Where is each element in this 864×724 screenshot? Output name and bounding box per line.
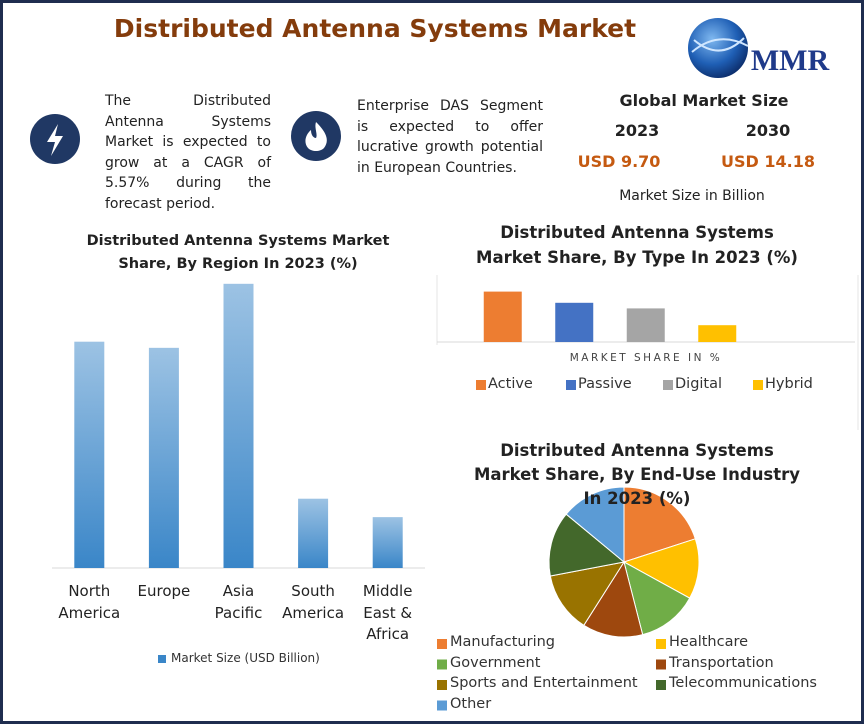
icon-flame <box>291 111 341 161</box>
x-tick-label: Middle East & Africa <box>362 582 413 643</box>
title: Distributed Antenna Systems Market <box>113 14 637 43</box>
bar <box>298 498 329 568</box>
x-tick-label: Europe <box>137 582 191 600</box>
x-tick-label: South America <box>282 582 345 622</box>
market-value: USD 14.18 <box>721 152 815 171</box>
chart-title: Distributed Antenna Systems Market Share… <box>476 223 798 267</box>
bar <box>626 308 665 342</box>
year: 2023 <box>614 121 660 140</box>
pie-slice <box>622 538 700 599</box>
highlight: The Distributed Antenna Systems Market i… <box>105 93 271 212</box>
chart-title: Distributed Antenna Systems Market Share… <box>473 441 801 508</box>
legend-swatch <box>656 659 666 670</box>
legend-label: Telecommunications <box>669 675 817 691</box>
bar <box>372 517 403 568</box>
market-size-title: Global Market Size <box>619 91 789 110</box>
x-tick-label: Asia Pacific <box>214 582 263 622</box>
pie-slice <box>565 486 625 564</box>
year: 2030 <box>745 121 791 140</box>
legend-label: Healthcare <box>669 634 749 650</box>
x-tick-label: North America <box>58 582 121 622</box>
bar <box>74 341 105 568</box>
logo-globe <box>688 18 748 78</box>
legend-swatch <box>753 380 763 390</box>
legend-label: Active <box>488 376 533 392</box>
legend-label: Government <box>450 654 541 671</box>
legend-swatch <box>437 639 447 649</box>
bar <box>698 325 737 342</box>
legend-swatch <box>566 380 576 390</box>
legend-swatch <box>158 655 166 663</box>
chart-title: Distributed Antenna Systems Market Share… <box>86 233 390 272</box>
pie-slice <box>623 486 696 563</box>
legend-swatch <box>437 700 447 711</box>
legend-label: Other <box>450 695 492 712</box>
logo-text: MMR <box>751 44 830 77</box>
legend-swatch <box>663 380 673 390</box>
market-note: Market Size in Billion <box>619 188 765 204</box>
bolt <box>47 124 63 156</box>
bar <box>555 302 594 342</box>
legend-label: Hybrid <box>765 376 813 392</box>
legend-label: Digital <box>675 376 723 392</box>
legend-swatch <box>656 680 666 690</box>
legend-label: Sports and Entertainment <box>450 675 638 691</box>
legend-swatch <box>656 639 666 649</box>
legend-label: Transportation <box>669 654 774 671</box>
pie-slice <box>583 560 644 638</box>
legend-swatch <box>437 680 447 690</box>
legend-swatch <box>437 659 447 670</box>
bar <box>148 347 179 568</box>
highlight: Enterprise DAS Segment is expected to of… <box>357 98 543 176</box>
legend-label: Passive <box>578 376 632 392</box>
flame <box>305 122 327 151</box>
market-value: USD 9.70 <box>577 152 661 171</box>
x-axis-label: MARKET SHARE IN % <box>569 352 723 364</box>
bar <box>483 291 522 342</box>
legend-label: Manufacturing <box>450 634 555 650</box>
pie-slice <box>549 561 626 627</box>
legend-swatch <box>476 380 486 390</box>
pie-slice <box>623 561 691 636</box>
logo-swoosh <box>691 37 749 53</box>
pie-slice <box>548 513 626 577</box>
legend-label: Market Size (USD Billion) <box>171 651 320 665</box>
bar <box>223 283 254 568</box>
